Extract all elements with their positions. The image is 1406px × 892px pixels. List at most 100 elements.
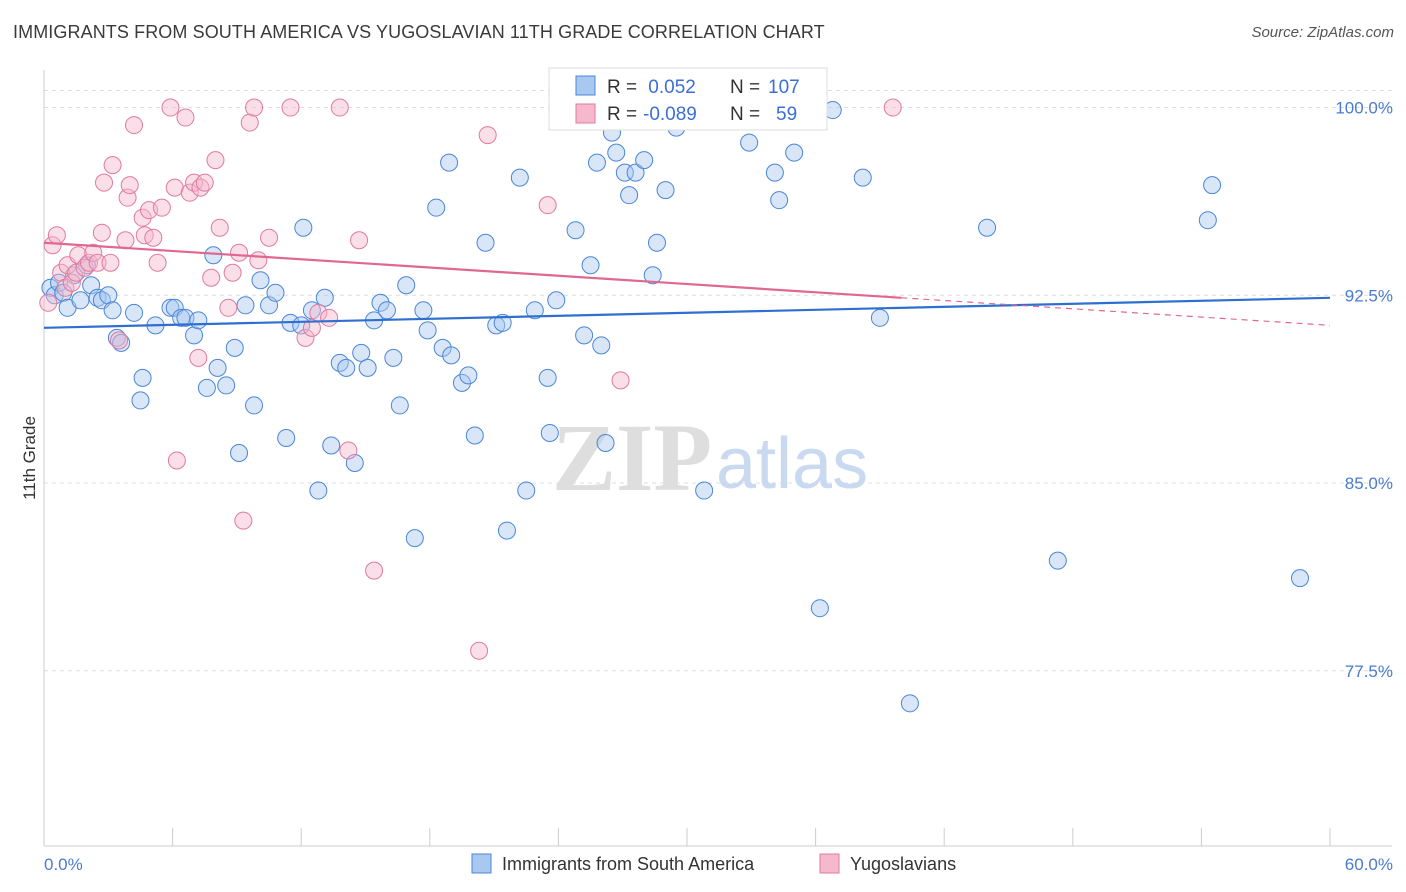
south-america-point bbox=[230, 443, 249, 462]
south-america-point bbox=[853, 168, 872, 187]
yugoslavian-point bbox=[120, 176, 139, 195]
south-america-point bbox=[1290, 569, 1309, 588]
watermark: ZIP atlas bbox=[552, 404, 868, 511]
x-tick-label: 0.0% bbox=[44, 855, 83, 874]
yugoslavian-point bbox=[144, 228, 163, 247]
south-america-point bbox=[540, 423, 559, 442]
yugoslavian-point bbox=[67, 263, 86, 282]
south-america-point bbox=[405, 529, 424, 548]
south-america-point bbox=[978, 218, 997, 237]
yugoslavian-point bbox=[365, 561, 384, 580]
south-america-point bbox=[337, 358, 356, 377]
stats-n-value-blue: 107 bbox=[768, 77, 800, 98]
yugoslavian-point bbox=[167, 451, 186, 470]
south-america-point bbox=[517, 481, 536, 500]
yugoslavian-point bbox=[350, 231, 369, 250]
south-america-point bbox=[765, 163, 784, 182]
legend-label-yugoslavians: Yugoslavians bbox=[850, 854, 956, 874]
south-america-point bbox=[607, 143, 626, 162]
south-america-point bbox=[587, 153, 606, 172]
yugoslavian-point bbox=[165, 178, 184, 197]
south-america-point bbox=[525, 301, 544, 320]
south-america-point bbox=[352, 343, 371, 362]
south-america-point bbox=[189, 311, 208, 330]
south-america-point bbox=[785, 143, 804, 162]
yugoslavian-trend-line bbox=[43, 241, 902, 299]
legend-label-south-america: Immigrants from South America bbox=[502, 854, 755, 874]
south-america-point bbox=[459, 366, 478, 385]
south-america-point bbox=[427, 198, 446, 217]
south-america-point bbox=[99, 286, 118, 305]
south-america-point bbox=[71, 291, 90, 310]
yugoslavian-point bbox=[538, 196, 557, 215]
stats-r-label-blue: R = bbox=[607, 77, 637, 98]
south-america-point bbox=[643, 266, 662, 285]
yugoslavian-point bbox=[84, 243, 103, 262]
south-america-point bbox=[377, 301, 396, 320]
south-america-point bbox=[620, 186, 639, 205]
yugoslavian-point bbox=[125, 116, 144, 135]
south-america-point bbox=[1203, 176, 1222, 195]
south-america-point bbox=[592, 336, 611, 355]
yugoslavian-point bbox=[195, 173, 214, 192]
yugoslavian-point bbox=[330, 98, 349, 117]
south-america-point bbox=[740, 133, 759, 152]
south-america-point bbox=[440, 153, 459, 172]
south-america-point bbox=[131, 391, 150, 410]
stats-legend-swatch-pink bbox=[575, 103, 596, 124]
yugoslavian-point bbox=[240, 113, 259, 132]
yugoslavian-point bbox=[260, 228, 279, 247]
yugoslavian-point bbox=[206, 151, 225, 170]
south-america-point bbox=[647, 233, 666, 252]
south-america-point bbox=[309, 481, 328, 500]
south-america-point bbox=[277, 428, 296, 447]
south-america-point bbox=[581, 256, 600, 275]
south-america-point bbox=[476, 233, 495, 252]
south-america-point bbox=[418, 321, 437, 340]
yugoslavian-point bbox=[234, 511, 253, 530]
yugoslavian-point bbox=[116, 231, 135, 250]
watermark-atlas: atlas bbox=[716, 424, 868, 504]
south-america-point bbox=[185, 326, 204, 345]
y-tick-label: 85.0% bbox=[1345, 474, 1393, 493]
yugoslavian-point bbox=[92, 223, 111, 242]
yugoslavian-point bbox=[210, 218, 229, 237]
south-america-point bbox=[225, 338, 244, 357]
yugoslavian-point bbox=[281, 98, 300, 117]
stats-n-label-pink: N = bbox=[730, 104, 760, 125]
south-america-point bbox=[452, 373, 471, 392]
grid-layer bbox=[44, 90, 1392, 672]
yugoslavian-point bbox=[101, 253, 120, 272]
yugoslavian-point bbox=[470, 641, 489, 660]
south-america-point bbox=[575, 326, 594, 345]
south-america-point bbox=[251, 271, 270, 290]
stats-r-label-pink: R = bbox=[607, 104, 637, 125]
yugoslavian-trend-line-extension bbox=[901, 297, 1331, 326]
south-america-point bbox=[103, 301, 122, 320]
south-america-point bbox=[266, 283, 285, 302]
yugoslavian-point bbox=[161, 98, 180, 117]
south-america-point bbox=[125, 303, 144, 322]
south-america-point bbox=[626, 163, 645, 182]
south-america-point bbox=[493, 313, 512, 332]
south-america-point bbox=[371, 293, 390, 312]
yugoslavian-point bbox=[249, 251, 268, 270]
south-america-trend-line bbox=[43, 296, 1331, 329]
south-america-point bbox=[566, 221, 585, 240]
yugoslavian-point bbox=[133, 208, 152, 227]
yugoslavian-point bbox=[202, 268, 221, 287]
y-tick-label: 77.5% bbox=[1345, 662, 1393, 681]
south-america-point bbox=[497, 521, 516, 540]
south-america-point bbox=[322, 436, 341, 455]
south-america-point bbox=[217, 376, 236, 395]
south-america-point bbox=[236, 296, 255, 315]
yugoslavian-point bbox=[883, 98, 902, 117]
south-america-point bbox=[112, 333, 131, 352]
south-america-point bbox=[635, 151, 654, 170]
south-america-point bbox=[510, 168, 529, 187]
south-america-point bbox=[810, 599, 829, 618]
south-america-point bbox=[384, 348, 403, 367]
yugoslavian-point bbox=[339, 441, 358, 460]
south-america-point bbox=[208, 358, 227, 377]
south-america-point bbox=[315, 288, 334, 307]
